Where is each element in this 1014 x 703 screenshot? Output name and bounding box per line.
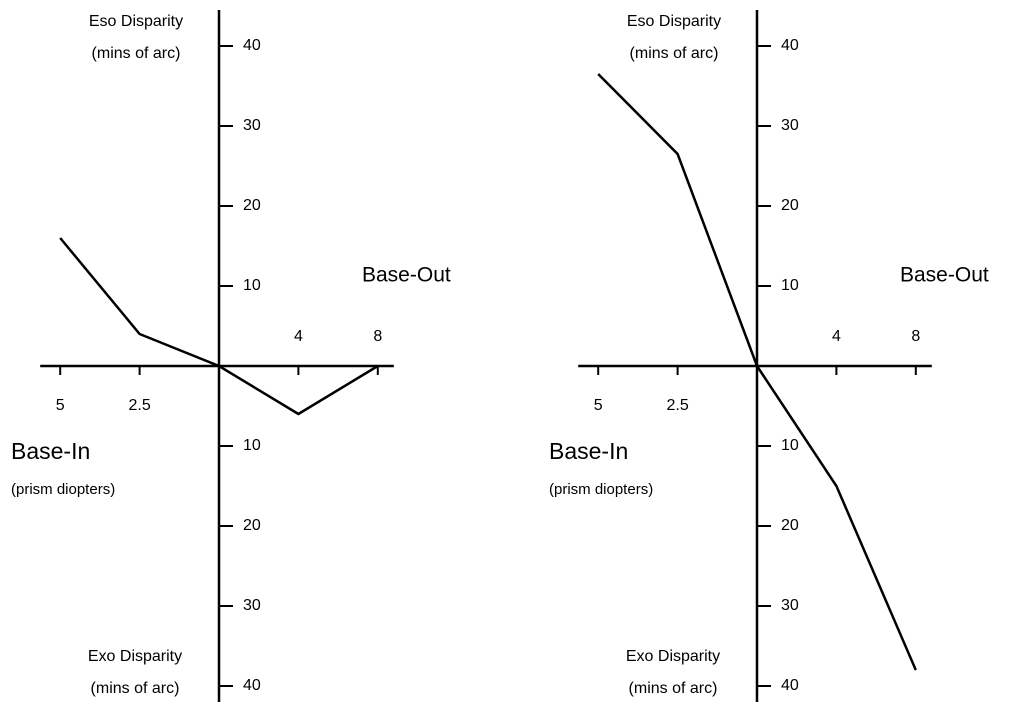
- y-bottom-label: (mins of arc): [629, 680, 718, 697]
- y-tick-label: 20: [781, 197, 799, 214]
- x-tick-label: 8: [911, 328, 920, 345]
- y-tick-label: 20: [243, 197, 261, 214]
- y-tick-label: 40: [781, 677, 799, 694]
- x-left-label: Base-In: [549, 438, 628, 464]
- y-tick-label: 30: [781, 597, 799, 614]
- y-tick-label: 10: [781, 437, 799, 454]
- y-tick-label: 20: [243, 517, 261, 534]
- y-tick-label: 20: [781, 517, 799, 534]
- x-right-label: Base-Out: [900, 264, 989, 287]
- y-top-label: Eso Disparity: [627, 13, 721, 30]
- x-tick-label: 8: [373, 328, 382, 345]
- x-tick-label: 2.5: [128, 397, 150, 414]
- x-tick-label: 5: [56, 397, 65, 414]
- y-bottom-label: Exo Disparity: [88, 648, 182, 665]
- x-left-label: (prism diopters): [549, 481, 653, 498]
- x-left-label: (prism diopters): [11, 481, 115, 498]
- y-tick-label: 30: [243, 597, 261, 614]
- data-line: [59, 237, 379, 416]
- x-tick-label: 4: [832, 328, 841, 345]
- x-right-label: Base-Out: [362, 264, 451, 287]
- y-tick-label: 40: [243, 37, 261, 54]
- y-tick-label: 30: [781, 117, 799, 134]
- y-tick-label: 40: [781, 37, 799, 54]
- y-top-label: Eso Disparity: [89, 13, 183, 30]
- x-tick-label: 2.5: [666, 397, 688, 414]
- y-tick-label: 30: [243, 117, 261, 134]
- y-top-label: (mins of arc): [92, 45, 181, 62]
- y-bottom-label: Exo Disparity: [626, 648, 720, 665]
- y-top-label: (mins of arc): [630, 45, 719, 62]
- x-tick-label: 5: [594, 397, 603, 414]
- data-line: [597, 73, 917, 671]
- y-tick-label: 10: [243, 277, 261, 294]
- x-tick-label: 4: [294, 328, 303, 345]
- y-tick-label: 10: [781, 277, 799, 294]
- y-bottom-label: (mins of arc): [91, 680, 180, 697]
- y-tick-label: 40: [243, 677, 261, 694]
- x-left-label: Base-In: [11, 438, 90, 464]
- y-tick-label: 10: [243, 437, 261, 454]
